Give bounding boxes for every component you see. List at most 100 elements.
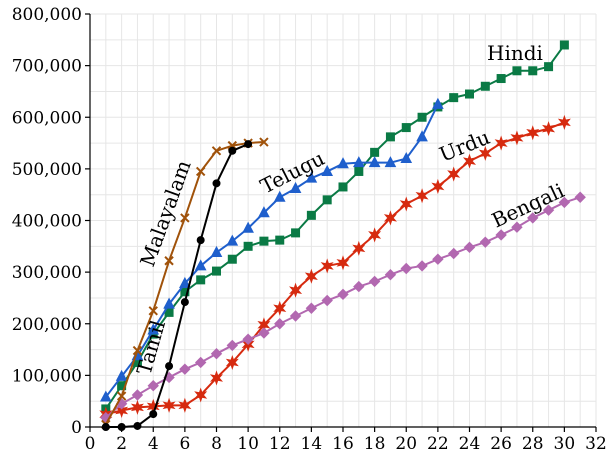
- data-point-bengali: [242, 333, 254, 345]
- data-point-telugu: [179, 276, 191, 288]
- x-tick-label: 8: [211, 434, 222, 454]
- y-tick-label: 700,000: [12, 57, 82, 77]
- data-point-tamil: [133, 421, 142, 430]
- x-tick-label: 22: [427, 434, 449, 454]
- series-urdu: [99, 114, 571, 422]
- data-point-hindi: [306, 210, 316, 220]
- data-point-hindi: [449, 93, 459, 103]
- data-point-urdu: [462, 153, 477, 169]
- data-point-bengali: [226, 339, 239, 352]
- data-point-bengali: [447, 247, 460, 260]
- data-point-hindi: [480, 81, 490, 91]
- data-point-telugu: [258, 206, 270, 218]
- data-point-bengali: [353, 280, 365, 293]
- x-tick-label: 4: [148, 434, 159, 454]
- data-point-hindi: [401, 123, 411, 133]
- x-tick-label: 10: [237, 434, 259, 454]
- y-tick-label: 200,000: [12, 315, 82, 335]
- data-point-hindi: [338, 182, 348, 192]
- data-point-telugu: [321, 164, 334, 176]
- data-point-telugu: [289, 181, 302, 193]
- data-point-telugu: [352, 156, 365, 168]
- x-tick-label: 26: [490, 434, 512, 454]
- data-point-urdu: [526, 125, 540, 141]
- data-point-hindi: [559, 40, 569, 50]
- data-point-bengali: [147, 379, 159, 392]
- data-point-hindi: [544, 62, 554, 72]
- data-point-telugu: [416, 130, 428, 142]
- data-point-tamil: [228, 146, 237, 155]
- data-point-urdu: [399, 196, 413, 212]
- data-point-tamil: [244, 140, 253, 149]
- data-point-bengali: [463, 241, 476, 254]
- y-tick-label: 0: [71, 418, 82, 438]
- data-point-hindi: [496, 74, 506, 84]
- data-point-tamil: [165, 362, 174, 371]
- x-tick-label: 20: [395, 434, 417, 454]
- y-tick-label: 800,000: [12, 5, 82, 25]
- data-point-malayalam: [211, 146, 222, 156]
- data-point-telugu: [210, 245, 223, 258]
- data-point-malayalam: [195, 166, 206, 177]
- data-point-urdu: [368, 227, 382, 243]
- data-point-urdu: [209, 370, 224, 386]
- data-point-hindi: [227, 254, 237, 264]
- data-point-bengali: [305, 302, 318, 314]
- data-point-bengali: [258, 327, 270, 339]
- data-point-urdu: [510, 130, 524, 146]
- data-point-tamil: [180, 298, 189, 307]
- data-point-urdu: [494, 135, 508, 151]
- data-point-hindi: [417, 112, 427, 122]
- x-tick-label: 0: [85, 434, 96, 454]
- data-point-telugu: [163, 297, 175, 309]
- data-point-telugu: [337, 157, 349, 169]
- series-telugu: [99, 97, 444, 402]
- data-point-telugu: [400, 151, 413, 164]
- x-tick-label: 2: [116, 434, 127, 454]
- data-point-bengali: [527, 212, 539, 224]
- data-point-hindi: [385, 132, 395, 142]
- data-point-tamil: [212, 179, 221, 188]
- data-point-urdu: [431, 178, 445, 194]
- data-point-urdu: [336, 255, 350, 271]
- y-tick-label: 600,000: [12, 108, 82, 128]
- data-point-bengali: [574, 191, 586, 203]
- data-point-telugu: [226, 234, 239, 246]
- y-tick-label: 300,000: [12, 263, 82, 283]
- data-point-urdu: [478, 145, 492, 161]
- data-point-urdu: [542, 121, 556, 137]
- data-point-bengali: [337, 288, 349, 301]
- x-tick-label: 14: [301, 434, 323, 454]
- x-tick-label: 24: [459, 434, 481, 454]
- data-point-bengali: [289, 310, 302, 322]
- data-point-bengali: [432, 253, 444, 265]
- data-point-malayalam: [132, 345, 143, 356]
- data-point-malayalam: [116, 391, 127, 401]
- data-point-urdu: [557, 114, 571, 130]
- data-point-hindi: [322, 195, 332, 205]
- data-point-hindi: [512, 66, 522, 76]
- data-point-hindi: [275, 235, 285, 245]
- data-point-bengali: [274, 318, 286, 330]
- data-point-bengali: [210, 347, 223, 360]
- data-point-telugu: [368, 156, 381, 168]
- data-point-bengali: [194, 356, 207, 369]
- data-point-urdu: [289, 282, 303, 298]
- data-point-malayalam: [164, 256, 174, 266]
- data-point-bengali: [542, 204, 555, 216]
- data-point-urdu: [178, 397, 192, 413]
- y-tick-label: 100,000: [12, 366, 82, 386]
- data-point-urdu: [447, 166, 461, 182]
- data-point-urdu: [225, 354, 239, 370]
- data-point-telugu: [273, 190, 286, 202]
- data-point-hindi: [212, 266, 221, 276]
- data-point-malayalam: [148, 306, 158, 316]
- data-point-hindi: [243, 241, 253, 251]
- y-tick-label: 400,000: [12, 212, 82, 232]
- data-point-urdu: [162, 397, 176, 413]
- data-point-bengali: [416, 260, 428, 272]
- data-point-bengali: [321, 294, 333, 307]
- series-layer: [99, 40, 586, 431]
- data-point-urdu: [383, 210, 397, 226]
